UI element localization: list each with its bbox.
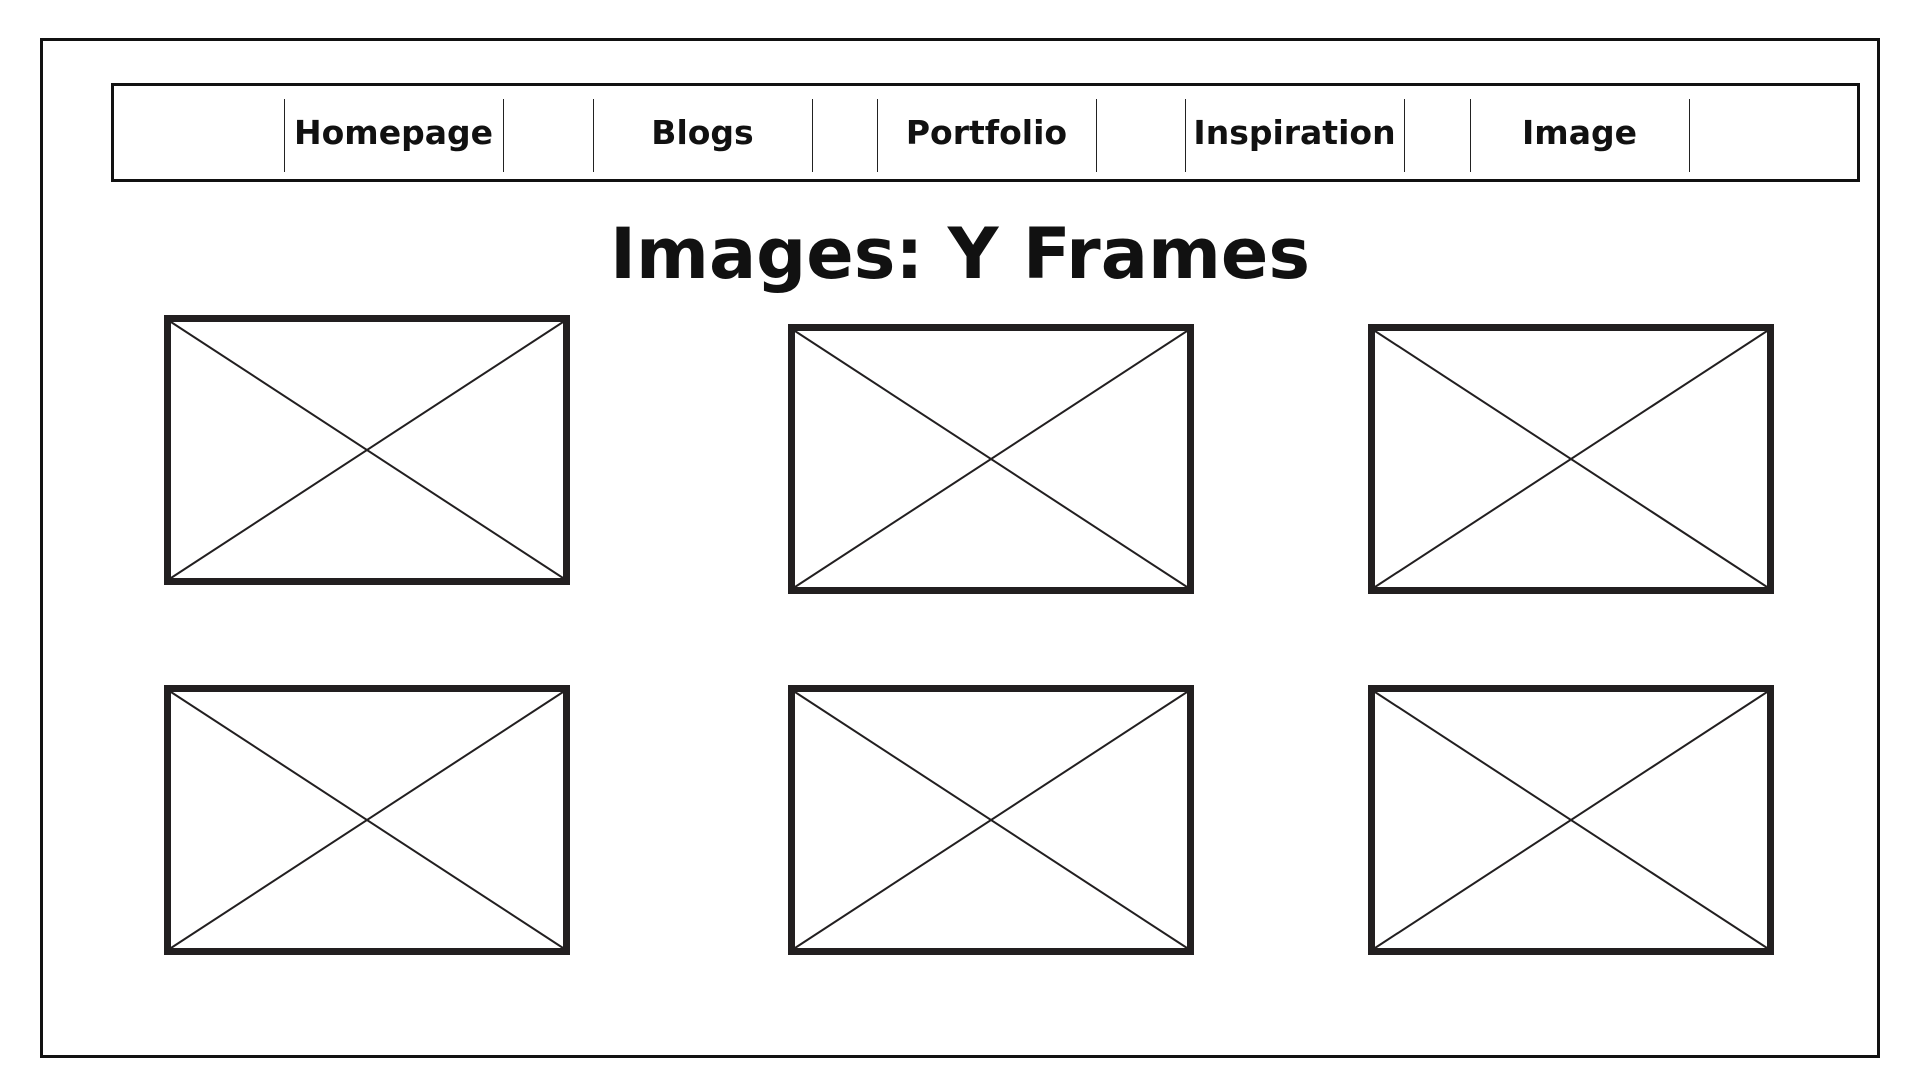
nav-divider: [284, 99, 285, 172]
page-frame: [40, 38, 1880, 1058]
image-placeholder-icon: [171, 322, 563, 578]
nav-divider: [1689, 99, 1690, 172]
nav-divider: [593, 99, 594, 172]
nav-divider: [1185, 99, 1186, 172]
image-placeholder-icon: [171, 692, 563, 948]
page-title: Images: Y Frames: [609, 213, 1311, 295]
nav-divider: [503, 99, 504, 172]
navbar: Homepage Blogs Portfolio Inspiration Ima…: [111, 83, 1860, 182]
nav-item-homepage[interactable]: Homepage: [294, 113, 493, 152]
image-placeholder[interactable]: [164, 315, 570, 585]
nav-divider: [812, 99, 813, 172]
nav-divider: [1470, 99, 1471, 172]
nav-item-portfolio[interactable]: Portfolio: [905, 113, 1068, 152]
image-placeholder[interactable]: [788, 685, 1194, 955]
image-placeholder[interactable]: [1368, 685, 1774, 955]
nav-item-image[interactable]: Image: [1522, 113, 1637, 152]
image-placeholder[interactable]: [1368, 324, 1774, 594]
image-placeholder-icon: [795, 331, 1187, 587]
image-placeholder-icon: [1375, 692, 1767, 948]
image-placeholder[interactable]: [164, 685, 570, 955]
nav-divider: [1404, 99, 1405, 172]
nav-item-inspiration[interactable]: Inspiration: [1193, 113, 1396, 152]
nav-divider: [1096, 99, 1097, 172]
nav-divider: [877, 99, 878, 172]
image-placeholder-icon: [1375, 331, 1767, 587]
image-placeholder[interactable]: [788, 324, 1194, 594]
image-placeholder-icon: [795, 692, 1187, 948]
nav-item-blogs[interactable]: Blogs: [651, 113, 754, 152]
